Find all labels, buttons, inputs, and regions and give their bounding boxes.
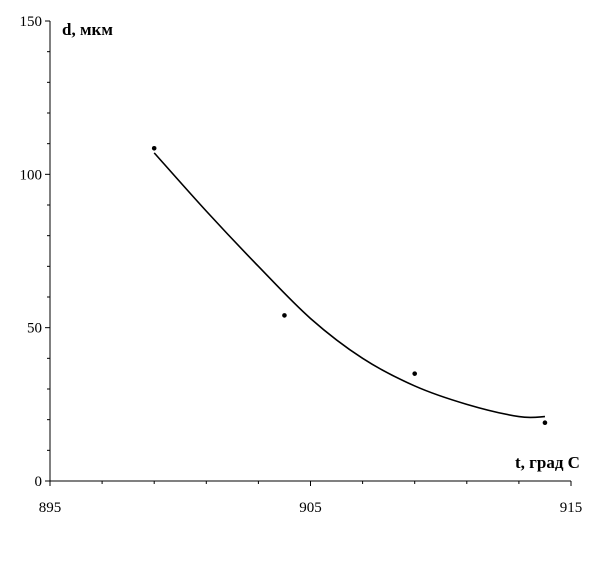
y-tick-label: 50 — [27, 321, 42, 337]
trend-line — [153, 152, 545, 419]
ticks: 0 50 100 150 895 905 915 — [20, 14, 583, 516]
data-point — [282, 313, 287, 318]
x-axis-title: t, град С — [515, 453, 580, 472]
x-tick-label: 915 — [560, 500, 583, 516]
data-point — [151, 145, 157, 151]
y-tick-label: 0 — [35, 474, 43, 490]
y-tick-label: 150 — [20, 14, 43, 30]
y-tick-label: 100 — [20, 167, 43, 183]
data-point — [542, 420, 548, 426]
y-axis-title: d, мкм — [62, 20, 113, 39]
series — [151, 145, 548, 426]
x-tick-label: 895 — [39, 500, 62, 516]
labels: d, мкм t, град С — [62, 20, 580, 472]
x-tick-label: 905 — [299, 500, 322, 516]
data-point — [412, 371, 418, 376]
